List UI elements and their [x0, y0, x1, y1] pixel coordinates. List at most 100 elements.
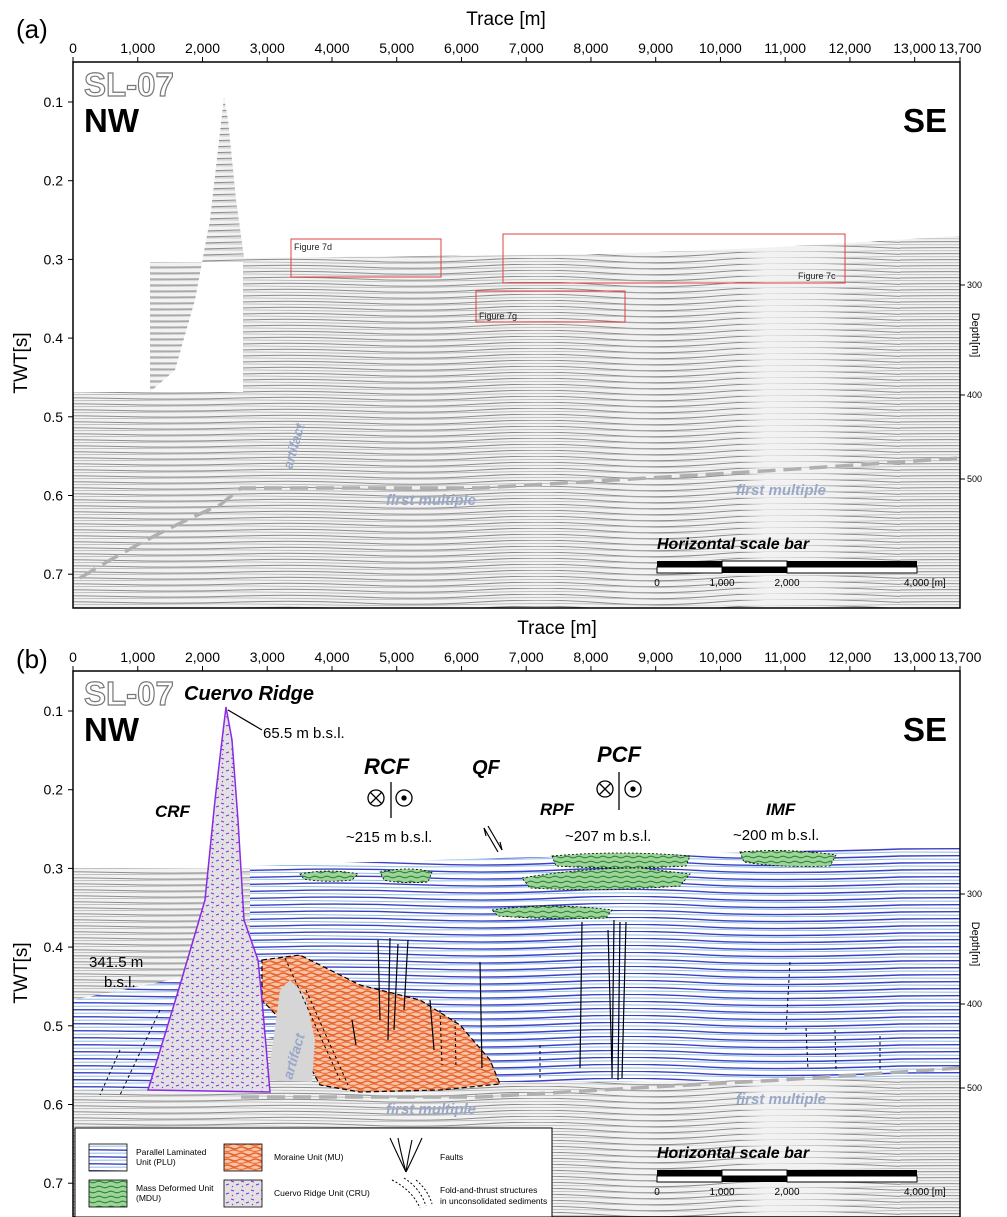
pcf-strike-slip-symbol — [596, 772, 642, 810]
panel-a-letter: (a) — [16, 14, 48, 44]
panel-a-multiple-line — [79, 456, 961, 580]
plu-left — [73, 978, 200, 1090]
x-tick-label: 6,000 — [444, 40, 479, 56]
x-tick-label: 3,000 — [250, 40, 285, 56]
panel-b-se: SE — [903, 711, 947, 748]
x-tick-label: 1,000 — [120, 649, 155, 665]
legend-mu-swatch — [223, 1143, 263, 1172]
legend-faults-symbol — [389, 1137, 423, 1173]
box-figure-7c-label: Figure 7c — [798, 271, 836, 281]
panel-b-artifact-zone — [268, 980, 315, 1082]
panel-a-depth-title: Depth[m] — [969, 313, 981, 358]
panel-b-multiple-line — [241, 1066, 961, 1099]
y-tick-label: 0.2 — [44, 782, 64, 798]
x-tick-label: 13,700 — [939, 40, 982, 56]
x-tick-label: 3,000 — [250, 649, 285, 665]
rcf-strike-slip-symbol — [367, 782, 413, 818]
x-tick-label: 4,000 — [314, 649, 349, 665]
x-tick-label: 0 — [69, 40, 77, 56]
y-tick-label: 0.4 — [44, 330, 64, 346]
panel-a-line-name: SL-07 — [84, 66, 174, 103]
box-figure-7d-label: Figure 7d — [294, 242, 332, 252]
x-tick-label: 1,000 — [120, 40, 155, 56]
panel-a-scale-1000: 1,000 — [709, 578, 734, 589]
panel-b-scale-bar — [656, 1169, 918, 1183]
legend-mdu-1: Mass Deformed Unit — [136, 1183, 214, 1193]
y-tick-label: 0.7 — [44, 1175, 64, 1191]
depth-tick-label: 300 — [967, 889, 982, 899]
qf-label: QF — [472, 757, 501, 779]
depth-tick-label: 400 — [967, 390, 982, 400]
panel-b-depth-title: Depth[m] — [969, 922, 981, 967]
legend-cru: Cuervo Ridge Unit (CRU) — [274, 1188, 370, 1198]
x-tick-label: 5,000 — [379, 40, 414, 56]
legend-mdu-2: (MDU) — [136, 1193, 161, 1203]
x-tick-label: 12,000 — [829, 40, 872, 56]
x-tick-label: 2,000 — [185, 649, 220, 665]
panel-a-axes: 0 1,000 2,000 3,000 4,000 5,000 6,000 7,000 8,00… — [44, 40, 983, 582]
y-tick-label: 0.4 — [44, 939, 64, 955]
y-tick-label: 0.6 — [44, 1097, 64, 1113]
legend-plu-2: Unit (PLU) — [136, 1157, 176, 1167]
left-depth-1: 341.5 m — [89, 954, 143, 971]
y-tick-label: 0.5 — [44, 409, 64, 425]
panel-a-frame — [72, 61, 961, 609]
rcf-label: RCF — [364, 754, 410, 779]
x-tick-label: 10,000 — [699, 649, 742, 665]
pcf-label: PCF — [597, 742, 642, 767]
panel-a-scale-2000: 2,000 — [774, 578, 799, 589]
legend-plu-swatch — [88, 1143, 128, 1172]
panel-b-nw: NW — [84, 711, 140, 748]
cuervo-ridge-unit — [146, 706, 271, 1093]
peak-depth-label: 65.5 m b.s.l. — [263, 725, 345, 742]
x-tick-label: 13,700 — [939, 649, 982, 665]
y-tick-label: 0.5 — [44, 1018, 64, 1034]
panel-a: (a) Trace [m] Figure 7d Figure 7c Figure… — [11, 9, 983, 609]
panel-b-axes: 0 1,000 2,000 3,000 4,000 5,000 6,000 7,000 8,00… — [44, 649, 983, 1191]
panel-a-scale-bar — [656, 560, 918, 574]
y-tick-label: 0.1 — [44, 94, 64, 110]
panel-b-ridge-name: Cuervo Ridge — [184, 683, 314, 705]
panel-a-x-title: Trace [m] — [466, 9, 546, 30]
legend: Parallel Laminated Unit (PLU) Mass Defor… — [74, 1127, 553, 1217]
panel-a-multiple-left: first multiple — [386, 492, 476, 509]
panel-b-scale-4000: 4,000 [m] — [904, 1187, 946, 1198]
x-tick-label: 2,000 — [185, 40, 220, 56]
panel-a-scale-0: 0 — [654, 578, 660, 589]
panel-a-multiple-right: first multiple — [736, 482, 826, 499]
x-tick-label: 11,000 — [764, 40, 806, 56]
x-tick-label: 0 — [69, 649, 77, 665]
depth-tick-label: 400 — [967, 999, 982, 1009]
panel-a-scale-4000: 4,000 [m] — [904, 578, 946, 589]
box-figure-7c — [502, 233, 846, 284]
legend-faults: Faults — [440, 1152, 463, 1162]
x-tick-label: 12,000 — [829, 649, 872, 665]
depth-tick-label: 500 — [967, 1083, 982, 1093]
y-tick-label: 0.1 — [44, 703, 64, 719]
y-tick-label: 0.7 — [44, 566, 64, 582]
panel-b-line-name: SL-07 — [84, 675, 174, 712]
rpf-depth: ~207 m b.s.l. — [565, 828, 651, 845]
x-tick-label: 8,000 — [573, 649, 608, 665]
legend-cru-swatch — [223, 1179, 263, 1208]
panel-b-frame — [72, 670, 961, 1217]
legend-mdu-swatch — [88, 1179, 128, 1208]
panel-b: (b) Trace [m] — [11, 618, 982, 1217]
crf-label: CRF — [155, 802, 191, 821]
qf-arrows — [483, 825, 503, 853]
y-tick-label: 0.2 — [44, 173, 64, 189]
panel-b-scale-2000: 2,000 — [774, 1187, 799, 1198]
x-tick-label: 13,000 — [893, 649, 936, 665]
left-depth-2: b.s.l. — [104, 974, 136, 991]
panel-b-scale-title: Horizontal scale bar — [657, 1145, 810, 1162]
y-tick-label: 0.3 — [44, 251, 64, 267]
panel-a-nw: NW — [84, 102, 140, 139]
x-tick-label: 7,000 — [509, 649, 544, 665]
x-tick-label: 9,000 — [638, 40, 673, 56]
faults — [351, 919, 627, 1081]
legend-fold-2: in unconsolidated sediments — [440, 1196, 547, 1206]
panel-b-letter: (b) — [16, 644, 48, 674]
y-tick-label: 0.6 — [44, 488, 64, 504]
legend-plu-1: Parallel Laminated — [136, 1147, 207, 1157]
